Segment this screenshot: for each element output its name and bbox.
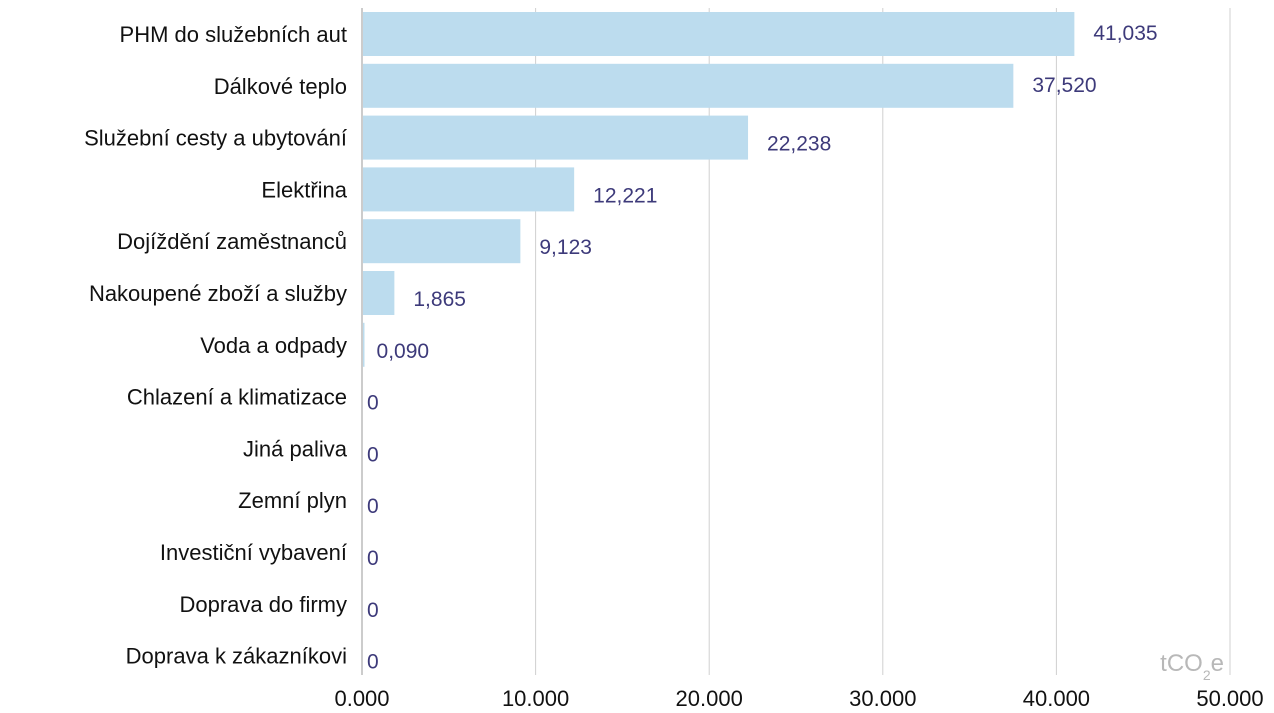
category-label: Doprava do firmy (179, 592, 347, 617)
x-tick-label: 50.000 (1196, 686, 1263, 711)
category-label: Dálkové teplo (214, 74, 347, 99)
bar (363, 322, 365, 367)
value-labels: 41,035 37,520 22,238 12,221 9,123 1,865 0,090 0… (367, 22, 1158, 674)
bars (363, 12, 1075, 367)
data-label: 0,090 (377, 340, 430, 363)
data-label: 22,238 (767, 133, 831, 156)
data-label: 0 (367, 599, 379, 622)
category-label: Chlazení a klimatizace (127, 385, 347, 410)
category-label: Zemní plyn (238, 488, 347, 513)
category-label: Investiční vybavení (160, 540, 347, 565)
data-label: 0 (367, 547, 379, 570)
x-tick-label: 20.000 (676, 686, 743, 711)
category-label: Jiná paliva (243, 436, 348, 461)
category-label: Voda a odpady (200, 333, 347, 358)
data-label: 0 (367, 651, 379, 674)
data-label: 0 (367, 392, 379, 415)
data-label: 1,865 (413, 288, 466, 311)
x-tick-label: 30.000 (849, 686, 916, 711)
bar (363, 115, 749, 160)
category-label: Elektřina (261, 177, 347, 202)
data-label: 0 (367, 495, 379, 518)
bar (363, 271, 395, 315)
unit-subscript: 2 (1203, 667, 1211, 683)
bar (363, 12, 1075, 56)
category-label: Nakoupené zboží a služby (89, 281, 347, 306)
data-label: 9,123 (539, 236, 592, 259)
data-label: 41,035 (1093, 22, 1157, 45)
x-tick-label: 0.000 (334, 686, 389, 711)
bar (363, 219, 521, 264)
category-label: PHM do služebních aut (120, 22, 347, 47)
x-tick-label: 10.000 (502, 686, 569, 711)
gridlines (361, 8, 1231, 675)
data-label: 37,520 (1032, 74, 1096, 97)
category-labels: PHM do služebních aut Dálkové teplo Služeb… (84, 22, 348, 669)
unit-suffix: e (1211, 650, 1224, 677)
bar (363, 167, 575, 212)
data-label: 12,221 (593, 184, 657, 207)
unit-label: tCO2e (1160, 650, 1224, 683)
category-label: Dojíždění zaměstnanců (117, 229, 347, 254)
category-label: Služební cesty a ubytování (84, 126, 347, 151)
category-label: Doprava k zákazníkovi (126, 644, 347, 669)
data-label: 0 (367, 443, 379, 466)
x-tick-labels: 0.000 10.000 20.000 30.000 40.000 50.000 (334, 686, 1263, 711)
unit-main: tCO (1160, 650, 1203, 677)
bar (363, 63, 1014, 108)
x-tick-label: 40.000 (1023, 686, 1090, 711)
